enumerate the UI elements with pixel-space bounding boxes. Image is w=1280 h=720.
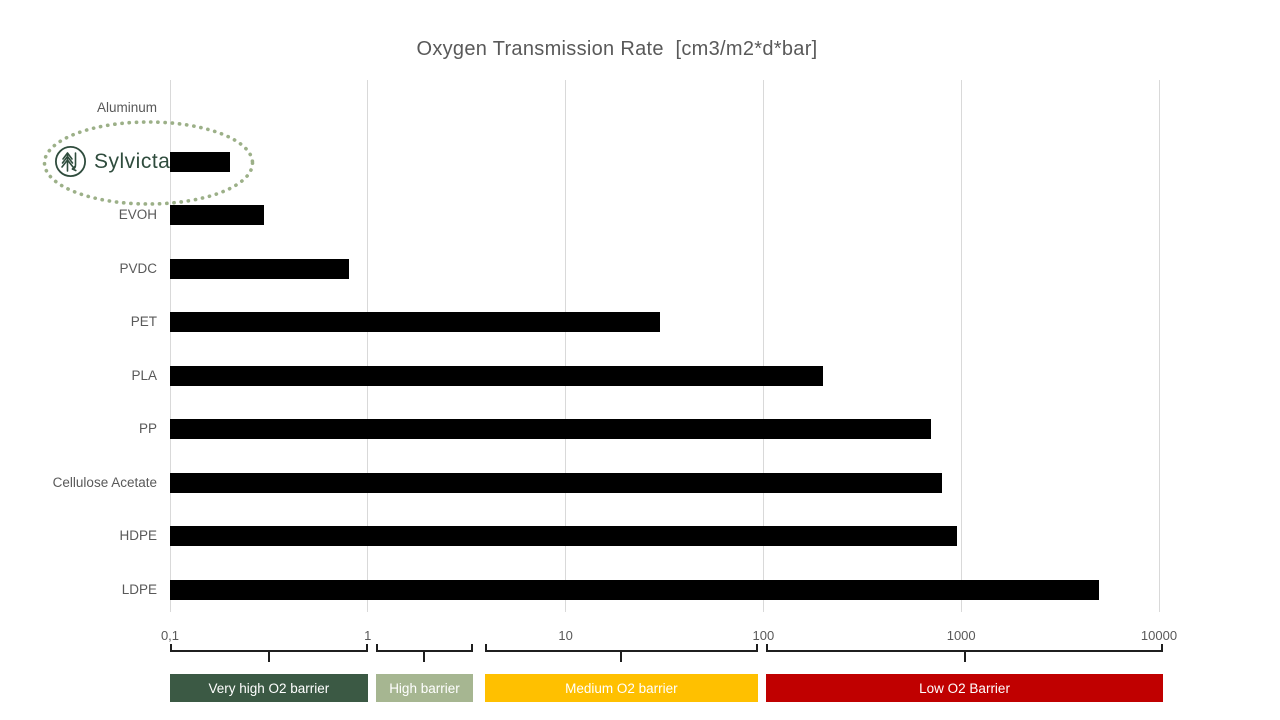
- zone-bracket-end-left-high-barrier: [375, 644, 378, 652]
- zone-bracket-center-tick-medium-o2-barrier: [620, 650, 623, 662]
- bar-pet: [170, 312, 660, 333]
- category-label-ldpe: LDPE: [121, 581, 157, 597]
- zone-band-low-o2-barrier: Low O2 Barrier: [765, 674, 1164, 702]
- bar-sylvicta: [170, 151, 230, 172]
- zone-bracket-end-right-high-barrier: [470, 644, 473, 652]
- category-label-evoh: EVOH: [118, 207, 157, 223]
- x-tick-label-0-1: 0,1: [160, 628, 180, 643]
- zone-band-medium-o2-barrier: Medium O2 barrier: [484, 674, 759, 702]
- zone-bracket-end-right-very-high-o2-barrier: [365, 644, 368, 652]
- bar-cellulose-acetate: [170, 472, 943, 493]
- sylvicta-highlight-ellipse: [42, 120, 255, 206]
- zone-bracket-center-tick-high-barrier: [423, 650, 426, 662]
- gridline-1000: [960, 80, 962, 612]
- x-tick-label-1: 1: [364, 628, 372, 643]
- zone-bracket-center-tick-very-high-o2-barrier: [267, 650, 270, 662]
- bar-pla: [170, 365, 823, 386]
- gridline-10000: [1158, 80, 1160, 612]
- category-label-hdpe: HDPE: [119, 528, 157, 544]
- zone-band-high-barrier: High barrier: [375, 674, 473, 702]
- x-tick-label-10000: 10000: [1140, 628, 1178, 643]
- bar-ldpe: [170, 579, 1100, 600]
- sylvicta-logo: Sylvicta: [54, 145, 170, 178]
- zone-bracket-center-tick-low-o2-barrier: [963, 650, 966, 662]
- zone-bracket-end-left-medium-o2-barrier: [484, 644, 487, 652]
- category-label-aluminum: Aluminum: [96, 100, 157, 115]
- bar-pp: [170, 419, 931, 440]
- bar-evoh: [170, 205, 265, 226]
- x-tick-label-100: 100: [752, 628, 775, 643]
- bar-pvdc: [170, 258, 349, 279]
- x-tick-label-10: 10: [558, 628, 573, 643]
- gridline-0-1: [169, 80, 171, 612]
- zone-bracket-end-left-low-o2-barrier: [765, 644, 768, 652]
- zone-band-very-high-o2-barrier: Very high O2 barrier: [170, 674, 368, 702]
- zone-bracket-end-left-very-high-o2-barrier: [170, 644, 172, 652]
- gridline-10: [565, 80, 567, 612]
- category-label-pla: PLA: [131, 367, 157, 383]
- category-label-pvdc: PVDC: [119, 260, 157, 276]
- zone-bracket-end-right-low-o2-barrier: [1161, 644, 1164, 652]
- category-label-pet: PET: [130, 314, 157, 330]
- category-label-cellulose-acetate: Cellulose Acetate: [52, 474, 157, 490]
- gridline-1: [367, 80, 369, 612]
- x-tick-label-1000: 1000: [946, 628, 976, 643]
- category-label-pp: PP: [138, 421, 157, 437]
- tree-in-circle-icon: [54, 145, 87, 178]
- chart-title: Oxygen Transmission Rate [cm3/m2*d*bar]: [416, 38, 818, 60]
- sylvicta-logo-text: Sylvicta: [94, 149, 171, 173]
- bar-hdpe: [170, 526, 957, 547]
- gridline-100: [762, 80, 764, 612]
- zone-bracket-end-right-medium-o2-barrier: [756, 644, 759, 652]
